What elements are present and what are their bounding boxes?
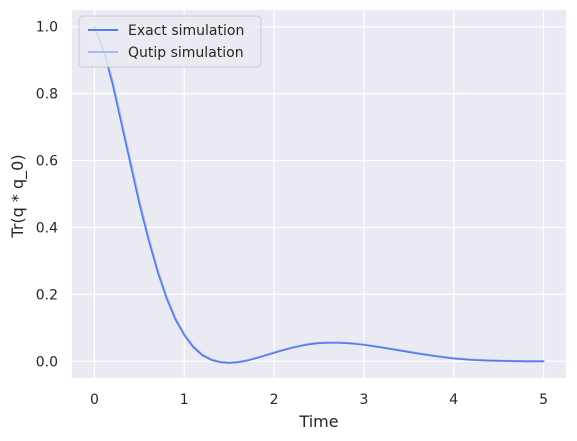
plot-background: [72, 10, 566, 378]
y-tick-label: 0.4: [36, 220, 58, 236]
legend-label-exact: Exact simulation: [128, 23, 244, 39]
x-tick-label: 0: [90, 392, 99, 408]
x-tick-label: 3: [359, 392, 368, 408]
x-tick-labels: 0 1 2 3 4 5: [90, 392, 548, 408]
y-axis-label: Tr(q * q_0): [8, 154, 28, 238]
x-tick-label: 1: [180, 392, 189, 408]
legend-label-qutip: Qutip simulation: [128, 45, 244, 61]
y-tick-label: 0.2: [36, 287, 58, 303]
legend-box: [78, 15, 262, 68]
grid: [72, 10, 566, 378]
series-layer: [93, 25, 545, 364]
x-tick-label: 4: [449, 392, 458, 408]
x-tick-label: 5: [539, 392, 548, 408]
x-tick-label: 2: [270, 392, 279, 408]
legend: Exact simulation Qutip simulation: [78, 15, 262, 68]
y-tick-labels: 0.0 0.2 0.4 0.6 0.8 1.0: [36, 20, 58, 371]
series-line-exact-simulation: [93, 25, 545, 364]
y-tick-label: 0.8: [36, 87, 58, 103]
x-axis-label: Time: [298, 412, 338, 431]
y-tick-label: 0.6: [36, 154, 58, 170]
y-tick-label: 1.0: [36, 20, 58, 36]
y-tick-label: 0.0: [36, 354, 58, 370]
